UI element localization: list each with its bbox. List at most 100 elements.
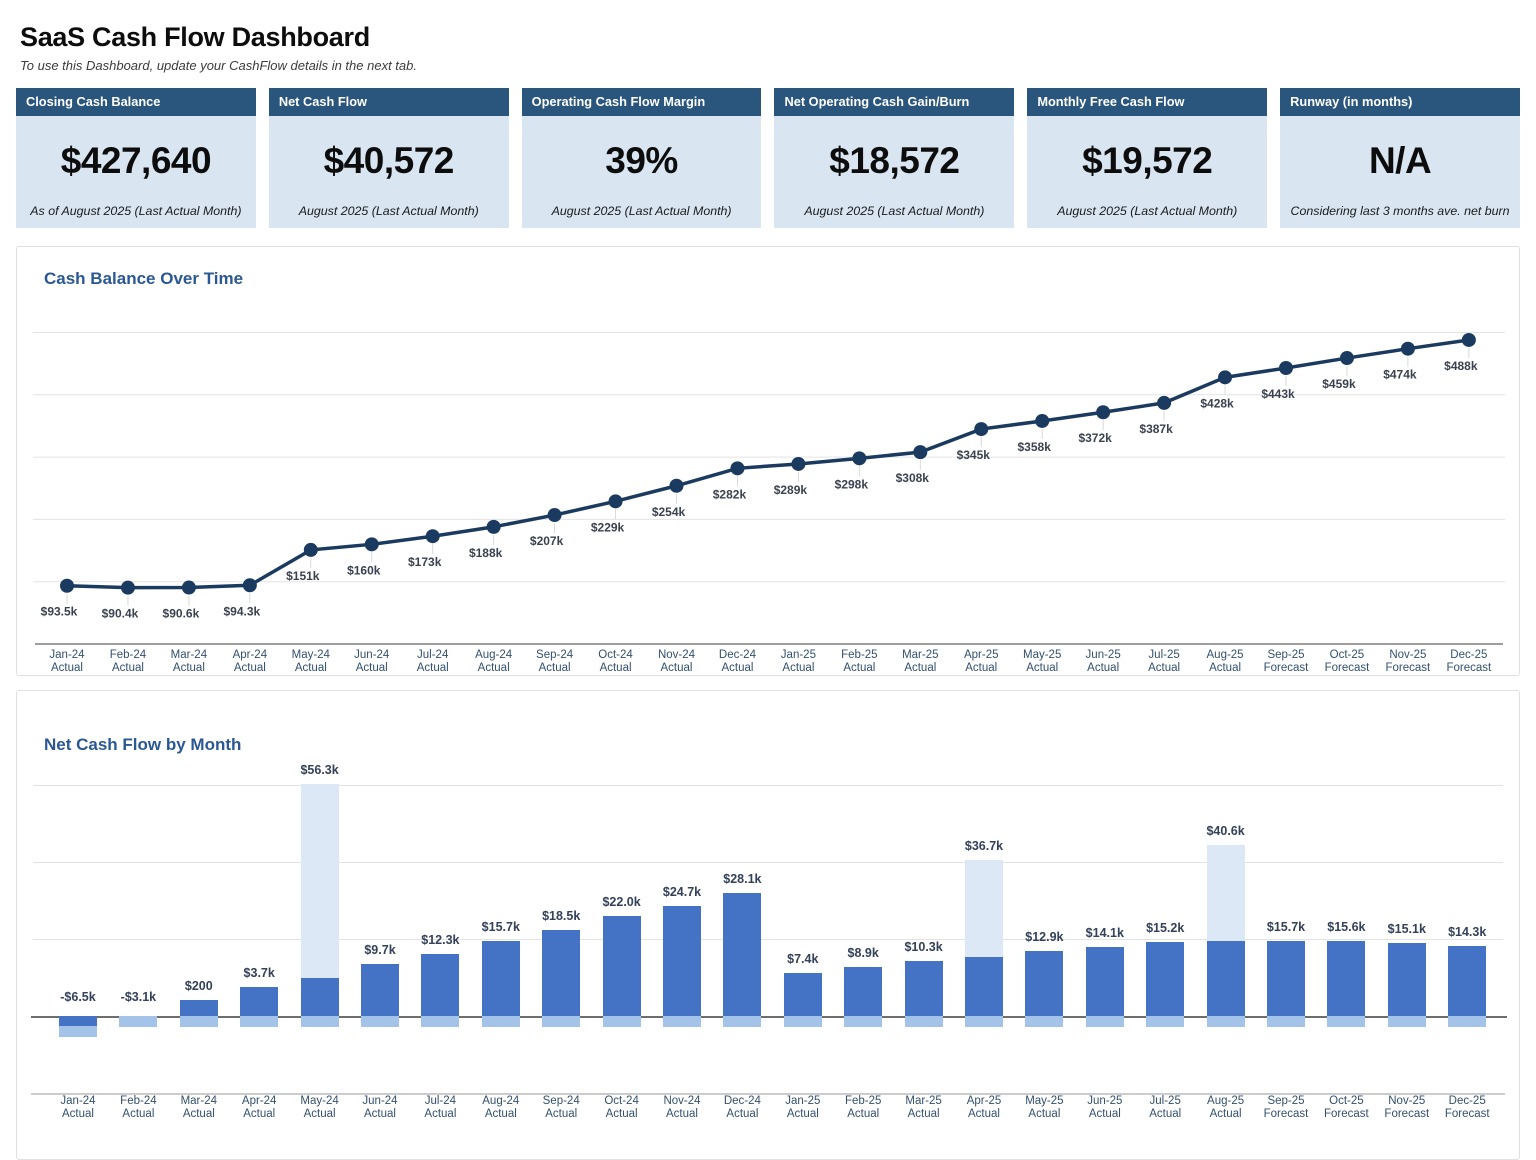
kpi-title: Operating Cash Flow Margin — [521, 88, 762, 116]
data-point — [1400, 341, 1415, 356]
x-axis-label: Nov-24 Actual — [657, 649, 696, 674]
point-value-label: $387k — [1139, 422, 1173, 436]
bar-base-band — [1085, 1016, 1124, 1027]
point-value-label: $308k — [896, 471, 930, 485]
bar-base-band — [542, 1016, 581, 1027]
bar-base-band — [602, 1016, 641, 1027]
data-point — [60, 578, 74, 593]
bar — [1146, 942, 1185, 1016]
bar — [844, 966, 883, 1016]
bar-base-band — [300, 1016, 339, 1027]
bar-value-label: $14.1k — [1085, 925, 1124, 940]
grid-line — [33, 785, 1503, 786]
data-point — [547, 508, 562, 523]
bar-base-band — [421, 1016, 460, 1027]
kpi-caption: August 2025 (Last Actual Month) — [804, 204, 985, 218]
x-axis-label: May-24 Actual — [291, 649, 330, 674]
x-axis-label: Apr-25 Actual — [963, 649, 999, 674]
bar-value-label: $40.6k — [1206, 823, 1245, 838]
bar-value-label: $12.3k — [421, 932, 460, 947]
x-axis-label: Mar-25 Actual — [902, 649, 939, 674]
point-value-label: $90.6k — [163, 607, 200, 621]
point-value-label: $443k — [1261, 387, 1295, 401]
x-axis-label: Aug-24 Actual — [475, 649, 513, 674]
kpi-title: Monthly Free Cash Flow — [1027, 88, 1268, 116]
cash-balance-chart-title: Cash Balance Over Time — [44, 269, 244, 288]
kpi-caption: August 2025 (Last Actual Month) — [298, 204, 479, 218]
x-axis-label: Oct-24 Actual — [598, 649, 633, 674]
bar-negative — [59, 1016, 97, 1027]
bar-value-label: $15.1k — [1387, 921, 1426, 936]
bar — [1085, 946, 1124, 1016]
bar — [783, 972, 822, 1016]
kpi-value: N/A — [1368, 140, 1432, 181]
bar-value-label: $22.0k — [602, 895, 641, 910]
bar — [179, 1000, 218, 1016]
bar-value-label: $3.7k — [243, 965, 275, 980]
kpi-title: Runway (in months) — [1280, 88, 1520, 116]
point-value-label: $94.3k — [223, 604, 260, 618]
bar-value-label: $10.3k — [904, 940, 943, 955]
kpi-value: $427,640 — [60, 140, 212, 181]
bar — [1267, 940, 1305, 1016]
kpi-card-monthly-free-cash-flow: Monthly Free Cash Flow $19,572 August 20… — [1027, 88, 1268, 228]
bar-base-band — [481, 1016, 520, 1027]
bar-value-label: $14.3k — [1448, 924, 1487, 939]
point-value-label: $474k — [1383, 368, 1417, 382]
cash-balance-series-line — [66, 338, 1470, 590]
bar-base-band — [904, 1016, 943, 1027]
point-value-label: $282k — [713, 487, 747, 501]
point-value-label: $188k — [469, 546, 503, 560]
point-value-label: $229k — [591, 520, 625, 534]
bar-value-label: $28.1k — [723, 871, 762, 886]
page-header: SaaS Cash Flow Dashboard To use this Das… — [0, 0, 1536, 73]
data-point — [1096, 405, 1111, 420]
point-value-label: $254k — [652, 505, 686, 519]
bar-base-band — [1267, 1016, 1305, 1027]
kpi-value: $40,572 — [323, 140, 455, 181]
kpi-card-runway: Runway (in months) N/A Considering last … — [1280, 88, 1520, 228]
bar-value-label: $24.7k — [662, 884, 702, 899]
bar-value-label: $36.7k — [964, 838, 1004, 853]
data-point — [120, 580, 135, 595]
bar-base-band — [119, 1016, 158, 1027]
bar-value-label: $15.6k — [1327, 919, 1366, 934]
bar — [300, 977, 339, 1016]
data-point — [364, 537, 379, 552]
bar-base-band — [1448, 1016, 1487, 1027]
bar-highlight-segment — [300, 784, 339, 978]
data-point — [791, 456, 806, 471]
bar — [240, 986, 279, 1016]
x-axis-label: Apr-24 Actual — [232, 649, 268, 674]
bar-value-label: $7.4k — [787, 951, 819, 966]
point-value-label: $93.5k — [41, 605, 78, 619]
point-value-label: $289k — [774, 483, 808, 497]
kpi-title: Closing Cash Balance — [16, 88, 256, 116]
bar-value-label: $200 — [184, 979, 213, 994]
bar-base-band — [1146, 1016, 1185, 1027]
bottom-axis-line — [31, 1093, 1505, 1095]
data-point — [730, 461, 745, 476]
cash-balance-line-svg: $93.5k $90.4k $90.6k $94.3k $151k $160k $173k $… — [33, 332, 1505, 645]
bar — [542, 929, 581, 1016]
point-value-label: $428k — [1200, 396, 1234, 410]
data-point — [852, 451, 867, 466]
data-point — [181, 580, 196, 595]
point-value-label: $358k — [1018, 440, 1052, 454]
bar — [904, 961, 943, 1016]
data-point — [669, 478, 684, 493]
kpi-card-closing-cash-balance: Closing Cash Balance $427,640 As of Augu… — [16, 88, 256, 228]
x-axis-label: Nov-25 Forecast — [1385, 649, 1431, 674]
bar-value-label: $18.5k — [542, 908, 581, 923]
data-point — [486, 519, 501, 534]
kpi-value: $19,572 — [1082, 140, 1213, 181]
bar-base-band — [1327, 1016, 1366, 1027]
data-point — [913, 445, 928, 460]
point-value-label: $160k — [347, 563, 381, 577]
kpi-card-net-operating-cash-gain-burn: Net Operating Cash Gain/Burn $18,572 Aug… — [774, 88, 1015, 228]
x-axis-label: Feb-24 Actual — [109, 649, 147, 674]
data-point — [1157, 395, 1172, 410]
x-axis-label: Aug-25 Actual — [1206, 649, 1244, 674]
bar-base-band — [361, 1016, 399, 1027]
bar — [1448, 945, 1487, 1016]
